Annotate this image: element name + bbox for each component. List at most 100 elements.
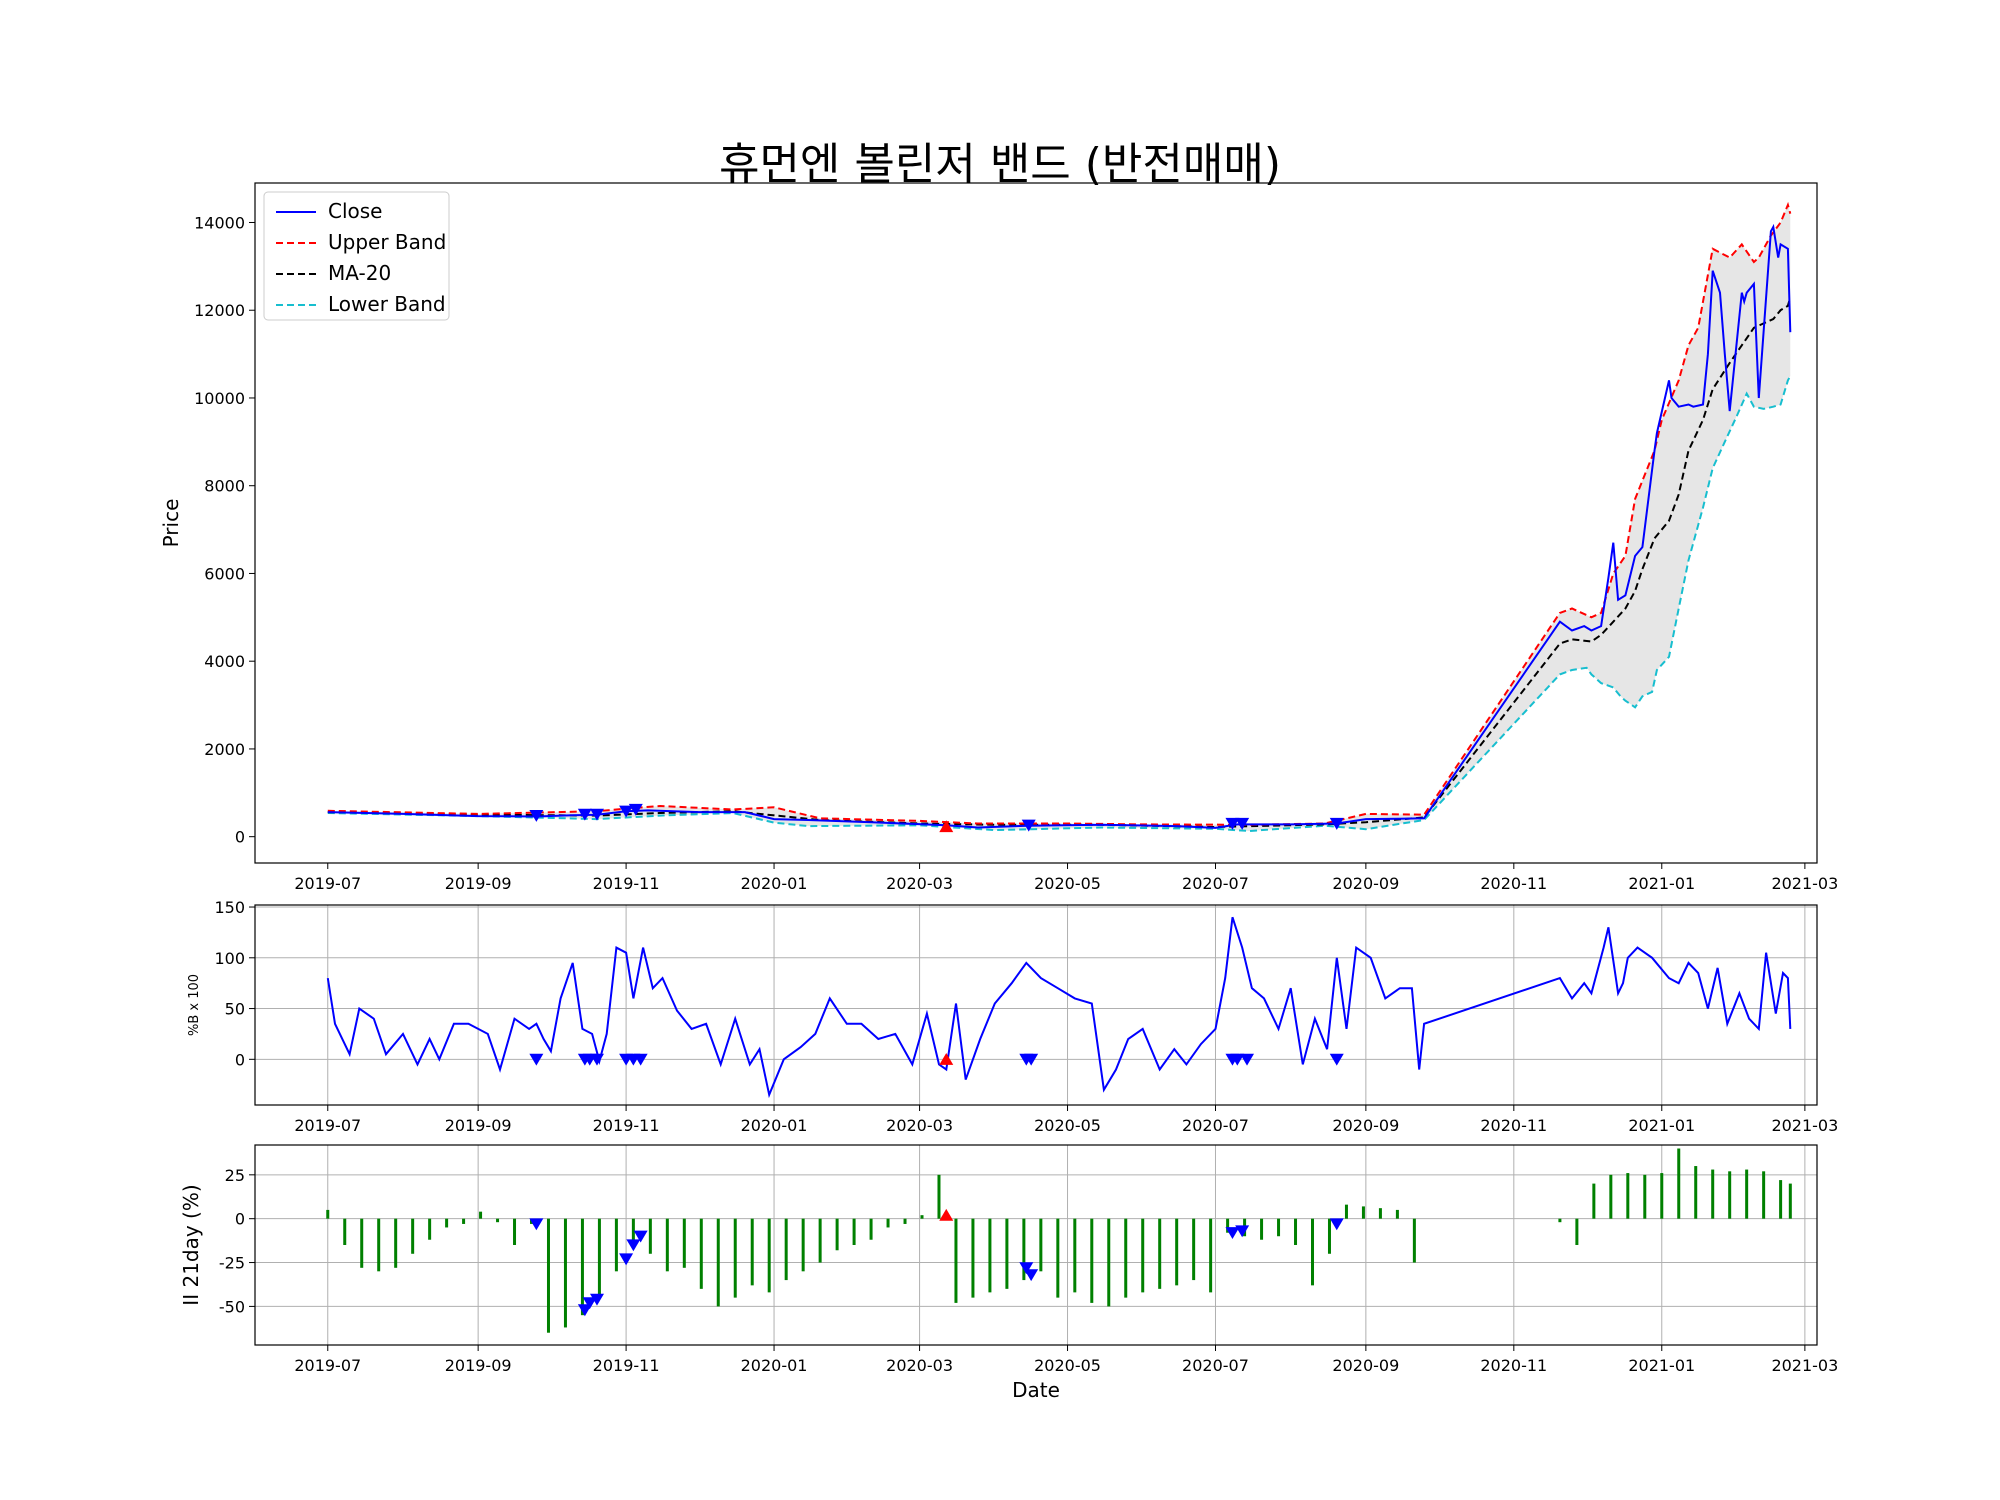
- x-axis-label: Date: [1012, 1378, 1060, 1402]
- bar: [1609, 1174, 1613, 1219]
- band-fill: [327, 204, 1791, 831]
- bar: [1643, 1174, 1647, 1219]
- sell-marker: [589, 808, 604, 821]
- x-tick-label: 2019-09: [445, 1356, 512, 1375]
- bar: [971, 1218, 975, 1298]
- x-tick-label: 2019-11: [593, 1116, 660, 1135]
- bar: [1005, 1218, 1009, 1289]
- y-axis-label: %B x 100: [187, 974, 202, 1036]
- y-tick-label: 12000: [194, 301, 245, 320]
- bar: [1175, 1218, 1179, 1286]
- y-tick-label: 4000: [204, 652, 245, 671]
- x-tick-label: 2020-07: [1182, 1116, 1249, 1135]
- buy-marker: [939, 1208, 954, 1221]
- bar: [1056, 1218, 1060, 1298]
- y-tick-label: 150: [214, 898, 245, 917]
- sell-marker: [1019, 1262, 1034, 1275]
- bar: [326, 1209, 330, 1219]
- x-tick-label: 2020-09: [1332, 1116, 1399, 1135]
- bar: [1728, 1171, 1732, 1219]
- bar: [1626, 1173, 1630, 1219]
- y-axis-label: Price: [159, 499, 183, 548]
- bar: [852, 1218, 856, 1245]
- buy-marker: [939, 820, 954, 833]
- bar: [920, 1215, 924, 1219]
- y-tick-label: 0: [235, 828, 245, 847]
- bar: [1395, 1209, 1399, 1219]
- bar: [733, 1218, 737, 1298]
- bar: [1277, 1218, 1281, 1237]
- bar: [665, 1218, 669, 1272]
- sell-marker: [633, 1053, 648, 1066]
- bar: [496, 1218, 500, 1223]
- bar: [1779, 1180, 1783, 1219]
- x-tick-label: 2020-09: [1332, 874, 1399, 893]
- x-tick-label: 2021-03: [1771, 1356, 1838, 1375]
- sell-marker: [529, 1053, 544, 1066]
- x-tick-label: 2020-01: [741, 1116, 808, 1135]
- x-tick-label: 2020-11: [1480, 1356, 1547, 1375]
- bar: [818, 1218, 822, 1263]
- x-tick-label: 2021-03: [1771, 874, 1838, 893]
- x-tick-label: 2020-05: [1034, 1116, 1101, 1135]
- bar: [869, 1218, 873, 1240]
- x-tick-label: 2020-07: [1182, 874, 1249, 893]
- x-tick-label: 2020-05: [1034, 874, 1101, 893]
- panel-ii21: 2019-07 2019-09 2019-11 2020-01 2020-03 2020-…: [179, 1144, 1838, 1402]
- panel-price: 2019-07 2019-09 2019-11 2020-01 2020-03 2020-…: [159, 182, 1838, 893]
- y-tick-label: 10000: [194, 389, 245, 408]
- series-ma-20: [327, 296, 1792, 829]
- bar: [614, 1218, 618, 1272]
- y-tick-label: -50: [219, 1297, 245, 1316]
- series-percent-b: [326, 916, 1792, 1099]
- y-tick-label: 100: [214, 949, 245, 968]
- bar: [1141, 1218, 1145, 1293]
- bar: [1327, 1218, 1331, 1254]
- bar: [903, 1218, 907, 1224]
- bar: [1344, 1204, 1348, 1219]
- bar: [784, 1218, 788, 1281]
- panel-percent_b: 2019-07 2019-09 2019-11 2020-01 2020-03 2020-…: [187, 898, 1838, 1135]
- bar: [767, 1218, 771, 1293]
- sell-marker: [577, 1304, 592, 1317]
- bar: [1311, 1218, 1315, 1286]
- bar: [1745, 1169, 1749, 1219]
- plot-area-ii21: [326, 1148, 1792, 1333]
- bar: [937, 1174, 941, 1219]
- sell-marker: [1021, 819, 1036, 832]
- axes-frame: [254, 182, 1818, 864]
- sell-marker: [1225, 817, 1240, 830]
- x-tick-label: 2020-11: [1480, 1116, 1547, 1135]
- x-tick-label: 2021-01: [1628, 1356, 1695, 1375]
- bar: [1575, 1218, 1579, 1245]
- bar: [1090, 1218, 1094, 1303]
- x-tick-label: 2019-09: [445, 874, 512, 893]
- x-tick-label: 2019-11: [593, 1356, 660, 1375]
- bar: [682, 1218, 686, 1268]
- bar: [1039, 1218, 1043, 1272]
- bar: [1192, 1218, 1196, 1281]
- y-axis-label: II 21day (%): [179, 1184, 203, 1305]
- y-tick-label: -25: [219, 1254, 245, 1273]
- y-tick-label: 0: [235, 1050, 245, 1069]
- bar: [513, 1218, 517, 1245]
- x-tick-label: 2020-01: [741, 1356, 808, 1375]
- x-tick-label: 2020-03: [886, 1356, 953, 1375]
- x-tick-label: 2020-09: [1332, 1356, 1399, 1375]
- legend-label: Lower Band: [328, 292, 446, 316]
- sell-marker: [529, 810, 544, 822]
- bar: [988, 1218, 992, 1293]
- bar: [1762, 1171, 1766, 1219]
- bar: [1107, 1218, 1111, 1307]
- y-tick-label: 25: [225, 1166, 245, 1185]
- legend-label: MA-20: [328, 261, 391, 285]
- bar: [954, 1218, 958, 1303]
- bar: [1158, 1218, 1162, 1289]
- legend-box: [263, 191, 450, 321]
- bar: [1124, 1218, 1128, 1298]
- bar: [886, 1218, 890, 1228]
- sell-marker: [619, 805, 634, 818]
- x-tick-label: 2020-05: [1034, 1356, 1101, 1375]
- sell-marker: [529, 1218, 544, 1231]
